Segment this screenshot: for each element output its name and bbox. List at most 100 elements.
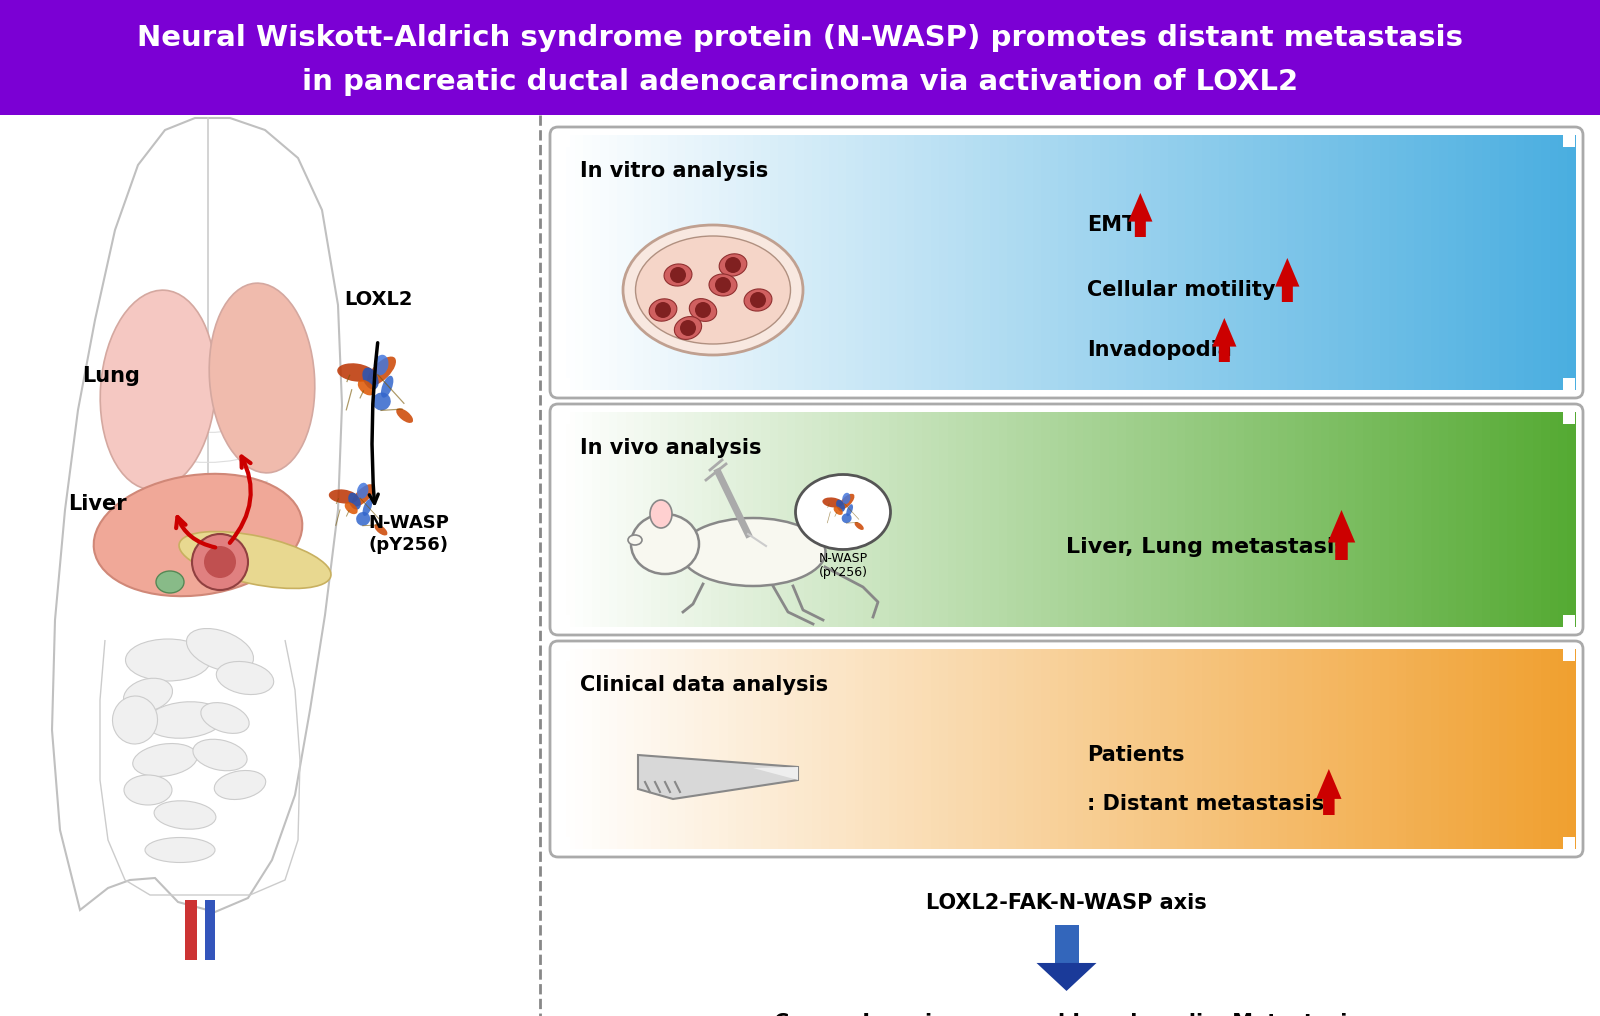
- Bar: [795, 135, 805, 390]
- Ellipse shape: [630, 514, 699, 574]
- Bar: [1422, 412, 1432, 627]
- Bar: [1533, 135, 1542, 390]
- Bar: [1152, 412, 1160, 627]
- Bar: [821, 412, 830, 627]
- Ellipse shape: [838, 494, 854, 510]
- Bar: [1270, 649, 1280, 849]
- Bar: [1235, 135, 1245, 390]
- Bar: [813, 135, 822, 390]
- Bar: [1142, 412, 1152, 627]
- Bar: [592, 135, 602, 390]
- Bar: [1456, 412, 1466, 627]
- Bar: [914, 135, 923, 390]
- Bar: [718, 649, 728, 849]
- Bar: [574, 649, 584, 849]
- Bar: [990, 135, 1000, 390]
- Bar: [1507, 412, 1517, 627]
- Text: Clinical data analysis: Clinical data analysis: [579, 675, 829, 695]
- Bar: [1176, 135, 1186, 390]
- Bar: [880, 649, 890, 849]
- Bar: [694, 135, 702, 390]
- Bar: [677, 649, 686, 849]
- Bar: [1355, 649, 1365, 849]
- Bar: [778, 649, 787, 849]
- Bar: [803, 649, 813, 849]
- Bar: [618, 649, 627, 849]
- Bar: [1499, 135, 1509, 390]
- Bar: [1371, 649, 1381, 849]
- Bar: [1067, 649, 1075, 849]
- Bar: [1440, 649, 1450, 849]
- Bar: [754, 649, 762, 849]
- Bar: [643, 135, 653, 390]
- Bar: [990, 649, 1000, 849]
- Bar: [1083, 412, 1093, 627]
- Bar: [1499, 412, 1509, 627]
- Bar: [829, 135, 838, 390]
- Bar: [584, 412, 594, 627]
- Text: In vivo analysis: In vivo analysis: [579, 438, 762, 458]
- PathPatch shape: [1328, 510, 1355, 560]
- Circle shape: [670, 267, 686, 283]
- Bar: [854, 649, 864, 849]
- Bar: [702, 412, 712, 627]
- Bar: [685, 649, 694, 849]
- Bar: [931, 135, 941, 390]
- Bar: [1490, 649, 1499, 849]
- Bar: [1160, 412, 1170, 627]
- Bar: [1219, 649, 1229, 849]
- Bar: [659, 412, 669, 627]
- Bar: [813, 412, 822, 627]
- Bar: [762, 649, 771, 849]
- Ellipse shape: [216, 661, 274, 695]
- Bar: [770, 649, 779, 849]
- Bar: [1168, 135, 1178, 390]
- Bar: [1219, 135, 1229, 390]
- Bar: [600, 649, 610, 849]
- Ellipse shape: [842, 493, 850, 504]
- Ellipse shape: [674, 317, 702, 339]
- Bar: [1490, 412, 1499, 627]
- Bar: [947, 412, 957, 627]
- Bar: [1558, 649, 1568, 849]
- Bar: [566, 412, 576, 627]
- Bar: [1117, 412, 1126, 627]
- Bar: [685, 135, 694, 390]
- Bar: [1202, 135, 1211, 390]
- Bar: [1448, 412, 1458, 627]
- Bar: [558, 837, 570, 849]
- Ellipse shape: [210, 283, 315, 472]
- Ellipse shape: [718, 254, 747, 276]
- Bar: [718, 412, 728, 627]
- Bar: [1563, 135, 1574, 147]
- Bar: [1456, 135, 1466, 390]
- Ellipse shape: [664, 264, 691, 287]
- Bar: [736, 649, 746, 849]
- Bar: [1474, 135, 1483, 390]
- Bar: [1515, 412, 1525, 627]
- Bar: [1075, 649, 1085, 849]
- Circle shape: [725, 257, 741, 273]
- Bar: [957, 135, 966, 390]
- Bar: [770, 135, 779, 390]
- Bar: [702, 649, 712, 849]
- Circle shape: [694, 302, 710, 318]
- Ellipse shape: [362, 368, 379, 389]
- Text: Liver: Liver: [67, 494, 126, 514]
- PathPatch shape: [1128, 193, 1152, 237]
- Bar: [754, 412, 762, 627]
- Bar: [558, 135, 568, 390]
- Bar: [1194, 649, 1203, 849]
- Bar: [1296, 412, 1304, 627]
- Bar: [1466, 412, 1474, 627]
- Bar: [1566, 412, 1576, 627]
- Bar: [626, 649, 635, 849]
- Bar: [998, 649, 1008, 849]
- Bar: [1363, 649, 1373, 849]
- Bar: [1525, 649, 1534, 849]
- Bar: [1563, 378, 1574, 390]
- Bar: [965, 135, 974, 390]
- Bar: [1058, 135, 1067, 390]
- Bar: [1312, 649, 1322, 849]
- Bar: [651, 412, 661, 627]
